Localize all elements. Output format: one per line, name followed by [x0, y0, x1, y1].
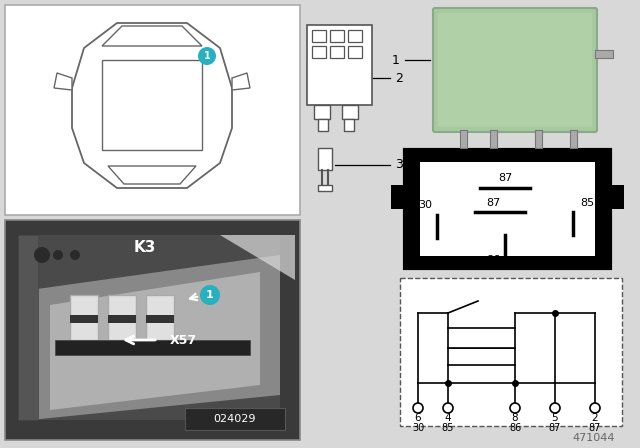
Bar	[348, 30, 362, 42]
Bar	[108, 315, 136, 323]
Polygon shape	[72, 23, 232, 188]
FancyBboxPatch shape	[438, 13, 592, 127]
Text: 87: 87	[549, 423, 561, 433]
Text: 2: 2	[592, 413, 598, 423]
Polygon shape	[232, 73, 250, 90]
Bar	[5, 5, 300, 215]
Circle shape	[70, 250, 80, 260]
Text: 1: 1	[204, 51, 211, 61]
FancyBboxPatch shape	[433, 8, 597, 132]
Bar	[342, 105, 358, 119]
Text: 30: 30	[418, 200, 432, 210]
Polygon shape	[220, 235, 295, 280]
Bar	[330, 46, 344, 58]
Bar	[608, 185, 624, 209]
Polygon shape	[54, 73, 72, 90]
Bar	[490, 130, 497, 148]
Bar	[344, 119, 354, 131]
Text: 4: 4	[445, 413, 451, 423]
Text: 1: 1	[392, 53, 400, 66]
Text: 86: 86	[509, 423, 521, 433]
Circle shape	[443, 403, 453, 413]
Text: 2: 2	[395, 72, 403, 85]
Bar	[348, 46, 362, 58]
Bar	[448, 348, 515, 365]
Circle shape	[413, 403, 423, 413]
Bar	[70, 315, 98, 323]
Circle shape	[34, 247, 50, 263]
Bar	[146, 295, 174, 340]
Polygon shape	[102, 26, 202, 46]
Bar	[307, 25, 372, 105]
Bar	[146, 315, 174, 323]
Bar	[400, 278, 622, 426]
Polygon shape	[30, 255, 280, 420]
Bar	[460, 130, 467, 148]
Bar	[595, 50, 613, 58]
Bar	[314, 105, 330, 119]
Bar	[405, 150, 610, 268]
Bar	[18, 235, 38, 420]
Text: 85: 85	[580, 198, 594, 208]
Text: 30: 30	[412, 423, 424, 433]
Text: 1: 1	[206, 290, 214, 300]
Circle shape	[200, 285, 220, 305]
Text: 8: 8	[512, 413, 518, 423]
Text: 3: 3	[395, 159, 403, 172]
Text: X57: X57	[170, 333, 196, 346]
Bar	[70, 295, 98, 340]
Circle shape	[550, 403, 560, 413]
Circle shape	[510, 403, 520, 413]
Text: 5: 5	[552, 413, 558, 423]
Text: 87: 87	[589, 423, 601, 433]
Text: 87: 87	[486, 198, 500, 208]
Bar	[55, 340, 250, 355]
Bar	[570, 130, 577, 148]
Bar	[391, 185, 407, 209]
Bar	[318, 148, 332, 170]
Text: 6: 6	[415, 413, 421, 423]
Bar	[448, 328, 515, 348]
Text: 85: 85	[442, 423, 454, 433]
Bar	[318, 119, 328, 131]
Text: 471044: 471044	[573, 433, 615, 443]
Bar	[312, 46, 326, 58]
Bar	[102, 60, 202, 150]
Text: 87: 87	[498, 173, 512, 183]
Text: 86: 86	[486, 255, 500, 265]
Bar	[20, 235, 280, 420]
Bar	[5, 220, 300, 440]
Polygon shape	[50, 272, 260, 410]
Circle shape	[590, 403, 600, 413]
Polygon shape	[108, 166, 196, 184]
Text: K3: K3	[134, 241, 156, 255]
Circle shape	[198, 47, 216, 65]
Circle shape	[53, 250, 63, 260]
Bar	[330, 30, 344, 42]
Bar	[535, 130, 542, 148]
Text: 024029: 024029	[214, 414, 256, 424]
Bar	[312, 30, 326, 42]
Bar	[420, 162, 595, 256]
Bar	[185, 408, 285, 430]
Bar	[318, 185, 332, 191]
Bar	[108, 295, 136, 340]
